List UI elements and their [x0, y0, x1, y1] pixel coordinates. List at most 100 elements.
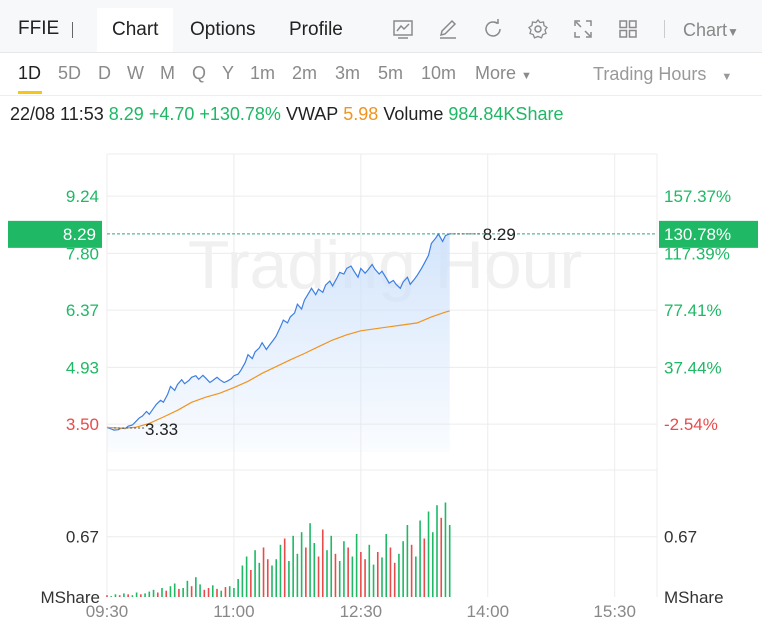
- volume-bar: [427, 511, 430, 597]
- volume-bar: [199, 584, 201, 597]
- volume-bar: [372, 564, 375, 597]
- chevron-down-icon: ▼: [727, 25, 739, 39]
- volume-bar: [283, 538, 286, 597]
- volume-bar: [393, 562, 396, 597]
- volume-bar: [114, 594, 117, 597]
- volume-bar: [245, 556, 248, 597]
- volume-bar: [186, 580, 189, 597]
- x-tick-label: 09:30: [86, 602, 129, 621]
- volume-bar: [110, 596, 113, 597]
- vwap-label: VWAP: [285, 104, 339, 124]
- x-tick-label: 14:00: [466, 602, 509, 621]
- volume-bar: [364, 559, 366, 597]
- layout-grid-icon[interactable]: [617, 18, 639, 40]
- volume-tick-label-right: 0.67: [664, 528, 697, 547]
- timeframe-1d[interactable]: 1D: [18, 63, 42, 83]
- timeframe-q[interactable]: Q: [192, 63, 207, 83]
- pct-tick-label: 37.44%: [664, 358, 722, 377]
- volume-bar: [440, 517, 443, 597]
- tab-profile[interactable]: Profile: [289, 19, 343, 40]
- volume-bar: [224, 587, 227, 597]
- pct-tick-label: 117.39%: [664, 244, 730, 263]
- volume-bar: [182, 588, 184, 597]
- volume-bar: [262, 547, 265, 597]
- timeframe-d[interactable]: D: [98, 63, 111, 83]
- volume-bar: [402, 541, 404, 597]
- quote-price: 8.29: [108, 104, 144, 124]
- active-timeframe-indicator: [18, 91, 42, 94]
- timeframe-more[interactable]: More ▼: [475, 63, 532, 84]
- quote-change: +4.70: [148, 104, 195, 124]
- high-price-label: 8.29: [483, 225, 516, 244]
- volume-bar: [203, 589, 206, 597]
- volume-bar: [135, 592, 138, 597]
- volume-bar: [436, 505, 438, 597]
- volume-bar: [330, 535, 333, 597]
- volume-bar: [220, 590, 223, 597]
- chart-menu-dropdown[interactable]: Chart▼: [683, 20, 739, 41]
- toolbar-divider: [664, 20, 665, 38]
- timeframe-3m[interactable]: 3m: [335, 63, 361, 83]
- volume-bar: [398, 553, 400, 597]
- volume-bar: [233, 588, 235, 597]
- volume-bar: [118, 595, 121, 597]
- volume-bar: [148, 591, 151, 597]
- quote-change-pct: +130.78%: [199, 104, 281, 124]
- volume-bar: [347, 547, 349, 597]
- volume-bar: [309, 523, 311, 597]
- price-tick-label: 7.80: [66, 244, 99, 263]
- quote-info-bar: 22/08 11:53 8.29 +4.70 +130.78% VWAP 5.98 Volu…: [10, 104, 568, 125]
- timeframe-y[interactable]: Y: [222, 63, 235, 83]
- pct-tick-label: 157.37%: [664, 187, 731, 206]
- volume-bar: [140, 594, 142, 597]
- volume-bar: [228, 586, 231, 597]
- timeframe-bar: 1D 5D D W M Q Y 1m 2m 3m 5m 10m More ▼ T…: [0, 53, 762, 96]
- trading-hours-dropdown[interactable]: Trading Hours ▼: [593, 64, 732, 85]
- timeframe-1m[interactable]: 1m: [250, 63, 276, 83]
- tab-options[interactable]: Options: [190, 19, 256, 40]
- volume-bar: [305, 547, 307, 597]
- volume-bar: [106, 595, 108, 597]
- timeframe-5m[interactable]: 5m: [378, 63, 404, 83]
- volume-bar: [381, 557, 383, 597]
- vwap-line: [106, 310, 450, 429]
- volume-bar: [266, 559, 269, 597]
- symbol-divider: [72, 22, 73, 38]
- volume-bar: [250, 570, 252, 597]
- volume-bar: [376, 552, 379, 597]
- volume-bar: [190, 586, 193, 597]
- refresh-icon[interactable]: [482, 18, 504, 40]
- tab-chart[interactable]: Chart: [97, 8, 174, 52]
- volume-bar: [355, 534, 358, 597]
- volume-bar: [300, 532, 303, 597]
- volume-bar: [169, 586, 172, 597]
- volume-bar: [161, 588, 163, 597]
- timeframe-10m[interactable]: 10m: [421, 63, 457, 83]
- volume-bar: [326, 550, 328, 597]
- volume-bar: [165, 590, 168, 597]
- volume-bar: [389, 547, 392, 597]
- low-price-label: 3.33: [145, 420, 178, 439]
- settings-icon[interactable]: [527, 18, 549, 40]
- volume-bar: [173, 583, 176, 597]
- quote-datetime: 22/08 11:53: [10, 104, 104, 124]
- price-tick-label: 6.37: [66, 301, 99, 320]
- volume-bar: [351, 556, 354, 597]
- price-area-fill: [107, 233, 450, 452]
- x-tick-label: 11:00: [213, 602, 254, 621]
- draw-icon[interactable]: [437, 18, 459, 40]
- chart-type-icon[interactable]: [392, 18, 414, 40]
- ticker-symbol: FFIE: [18, 18, 60, 39]
- timeframe-5d[interactable]: 5D: [58, 63, 82, 83]
- timeframe-w[interactable]: W: [127, 63, 144, 83]
- volume-label: Volume: [383, 104, 444, 124]
- chart-menu-label: Chart: [683, 20, 728, 40]
- current-pct-badge: [659, 220, 758, 248]
- price-tick-label: 9.24: [66, 187, 99, 206]
- volume-bar: [313, 543, 316, 597]
- timeframe-2m[interactable]: 2m: [292, 63, 318, 83]
- timeframe-m[interactable]: M: [160, 63, 175, 83]
- volume-bar: [156, 592, 159, 597]
- fullscreen-icon[interactable]: [572, 18, 594, 40]
